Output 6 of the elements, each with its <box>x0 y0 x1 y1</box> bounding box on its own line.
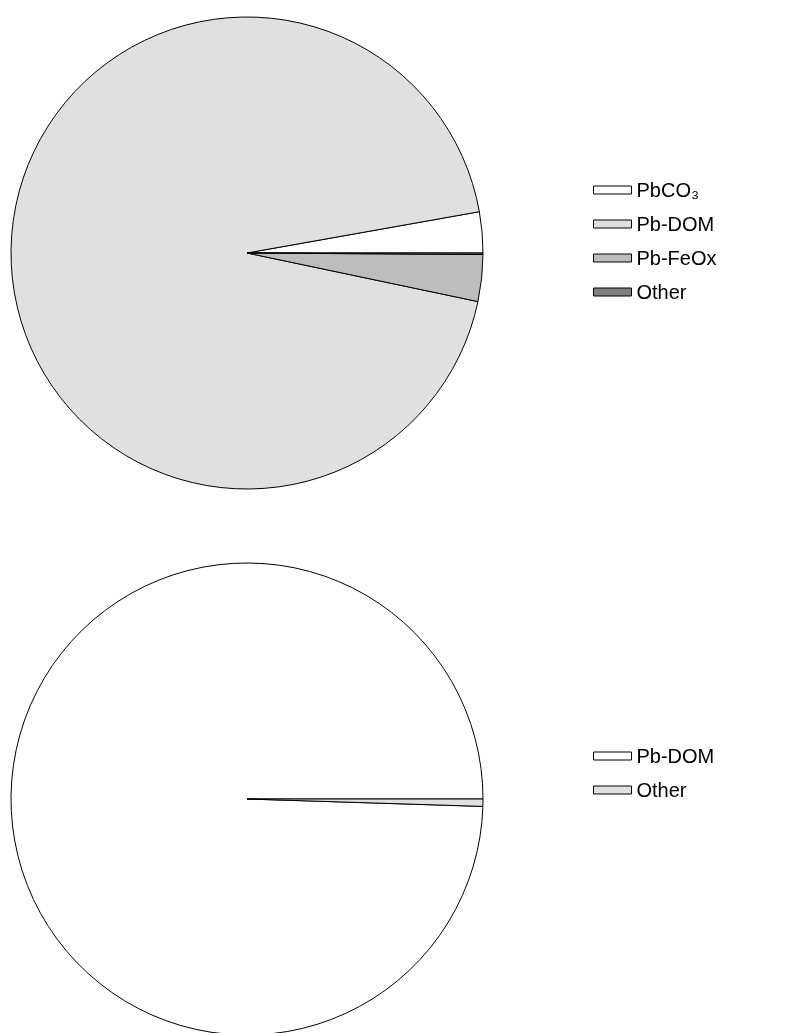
legend-label: Other <box>636 281 687 303</box>
legend-label: Pb-DOM <box>636 213 715 235</box>
legend-label: Pb-DOM <box>636 745 715 767</box>
legend-label: Pb-FeOx <box>636 247 717 269</box>
legend-label: Other <box>636 779 687 801</box>
legend-label: PbCO₃ <box>636 179 700 201</box>
